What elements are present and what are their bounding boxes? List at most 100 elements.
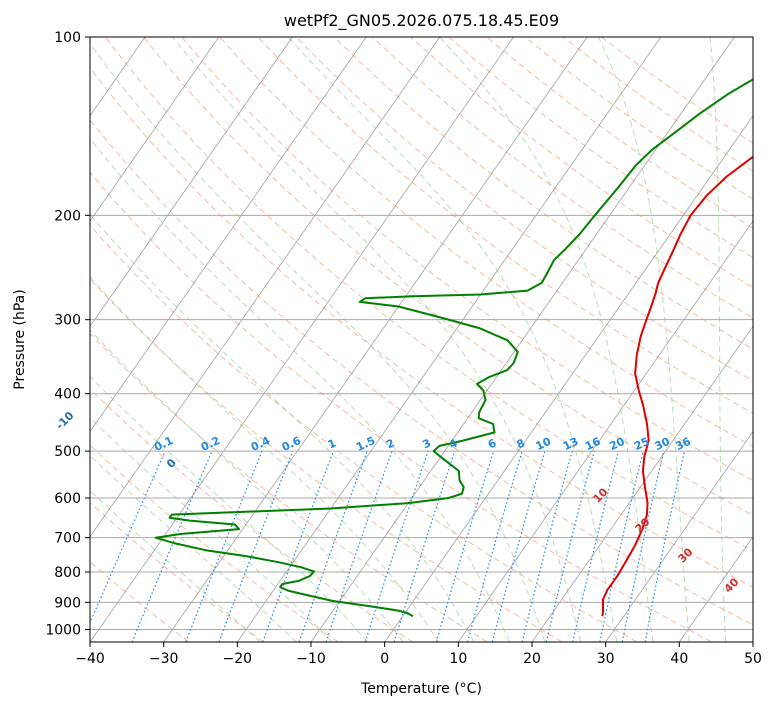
mixing-ratio-label: 36 xyxy=(673,435,693,453)
background-lines xyxy=(0,37,753,642)
y-tick-label: 900 xyxy=(54,595,81,611)
dry-adiabat-line xyxy=(372,37,753,319)
isotherm-line xyxy=(458,220,753,642)
mixing-ratio-line xyxy=(572,450,620,642)
y-tick-label: 400 xyxy=(54,387,81,403)
mixing-ratio-line xyxy=(298,450,368,642)
dry-adiabat-line xyxy=(90,278,563,642)
mixing-ratio-line xyxy=(393,450,456,642)
mixing-ratio-line xyxy=(599,450,644,642)
y-tick-label: 700 xyxy=(54,531,81,547)
moist-adiabat-line xyxy=(90,42,546,642)
mixing-ratio-line xyxy=(185,450,263,642)
mixing-ratio-line xyxy=(521,450,573,642)
x-axis-title: Temperature (°C) xyxy=(360,681,482,697)
dry-adiabat-line xyxy=(257,37,753,414)
mixing-ratio-line xyxy=(218,450,294,642)
dry-adiabat-line xyxy=(143,37,753,516)
mixing-ratio-label: 13 xyxy=(561,435,580,453)
mixing-ratio-label: 3 xyxy=(420,436,432,451)
moist-adiabat-line xyxy=(90,137,510,642)
x-tick-label: 10 xyxy=(449,651,467,667)
moist-adiabat-line xyxy=(90,490,261,642)
mixing-ratio-label: 4 xyxy=(447,436,460,451)
dry-adiabat-line xyxy=(90,560,190,642)
dry-adiabat-line xyxy=(104,37,753,552)
moist-adiabat-line xyxy=(90,213,475,642)
mixing-ratio-line xyxy=(491,450,546,642)
isotherm-line xyxy=(384,115,753,642)
mixing-ratio-line xyxy=(364,450,429,642)
dry-adiabat-line xyxy=(333,37,753,350)
mixing-ratio-line xyxy=(325,450,393,642)
y-tick-label: 500 xyxy=(54,444,81,460)
plot-frame xyxy=(89,36,754,643)
y-axis-title: Pressure (hPa) xyxy=(12,289,28,389)
dry-adiabat-line xyxy=(90,502,264,642)
mixing-ratio-line xyxy=(131,450,213,642)
isotherm-line xyxy=(605,430,753,642)
isotherm-line xyxy=(90,37,293,327)
dry-adiabat-line xyxy=(90,119,753,626)
moist-adiabat-line xyxy=(90,454,297,642)
moist-adiabat-label: 30 xyxy=(676,545,696,565)
dry-adiabat-line xyxy=(295,37,753,382)
y-tick-label: 800 xyxy=(54,565,81,581)
x-tick-label: 50 xyxy=(744,651,762,667)
isotherm-line xyxy=(163,37,588,642)
data-curves xyxy=(154,78,753,618)
isotherm-line xyxy=(90,37,514,642)
isotherm-line xyxy=(0,37,72,642)
isotherm-line xyxy=(90,37,220,222)
mixing-ratio-line xyxy=(644,450,686,642)
moist-adiabat-line xyxy=(709,37,727,642)
dry-adiabat-line xyxy=(219,37,753,448)
x-tick-label: 0 xyxy=(380,651,389,667)
isotherm-line xyxy=(237,37,662,642)
temperature-profile-line xyxy=(601,155,753,617)
x-tick-label: −30 xyxy=(149,651,179,667)
y-tick-label: 200 xyxy=(54,208,81,224)
y-tick-label: 100 xyxy=(54,30,81,46)
mixing-ratio-line xyxy=(262,450,334,642)
dry-adiabat-line xyxy=(90,332,488,642)
mixing-ratio-line xyxy=(466,450,523,642)
axes: −40 −30 −20 −10 0 10 20 30 40 50 100 200 300 400 500 60… xyxy=(45,30,762,667)
isotherm-line xyxy=(310,37,735,642)
y-tick-label: 600 xyxy=(54,491,81,507)
mixing-ratio-label: 30 xyxy=(653,435,673,453)
isotherm-line xyxy=(90,37,441,538)
mixing-ratio-label: 10 xyxy=(534,435,554,453)
mixing-ratio-label: 6 xyxy=(486,436,499,451)
isotherm-line xyxy=(531,325,753,642)
dry-adiabat-line xyxy=(90,224,638,642)
x-tick-label: −10 xyxy=(296,651,326,667)
mixing-ratio-line xyxy=(435,450,495,642)
moist-adiabat-line xyxy=(90,276,439,642)
moist-adiabat-label: 10 xyxy=(591,485,611,505)
x-tick-label: 40 xyxy=(670,651,688,667)
mixing-ratio-label: 2 xyxy=(384,436,396,451)
dry-adiabat-line xyxy=(90,444,339,642)
isotherm-line xyxy=(679,536,753,642)
isotherm-line xyxy=(752,641,753,642)
mixing-ratio-label: 16 xyxy=(583,435,603,453)
y-tick-label: 1000 xyxy=(45,622,81,638)
x-tick-label: −20 xyxy=(223,651,253,667)
moist-adiabat-line xyxy=(598,37,690,642)
dry-adiabat-label: -10 xyxy=(53,409,76,432)
moist-adiabat-line xyxy=(287,37,618,642)
dry-adiabat-line xyxy=(410,37,753,289)
mixing-ratio-label: 20 xyxy=(607,435,627,453)
chart-title: wetPf2_GN05.2026.075.18.45.E09 xyxy=(284,11,559,31)
dry-adiabat-line xyxy=(90,67,753,588)
mixing-ratio-line xyxy=(545,450,595,642)
moist-adiabat-label: 40 xyxy=(722,575,742,595)
reference-line-labels: 0.10.20.40.611.52346810131620253036-100-… xyxy=(53,409,742,596)
x-tick-label: −40 xyxy=(75,651,105,667)
x-tick-label: 20 xyxy=(523,651,541,667)
dewpoint-profile-line xyxy=(154,78,753,618)
mixing-ratio-line xyxy=(90,450,166,625)
dry-adiabat-line xyxy=(90,171,712,642)
